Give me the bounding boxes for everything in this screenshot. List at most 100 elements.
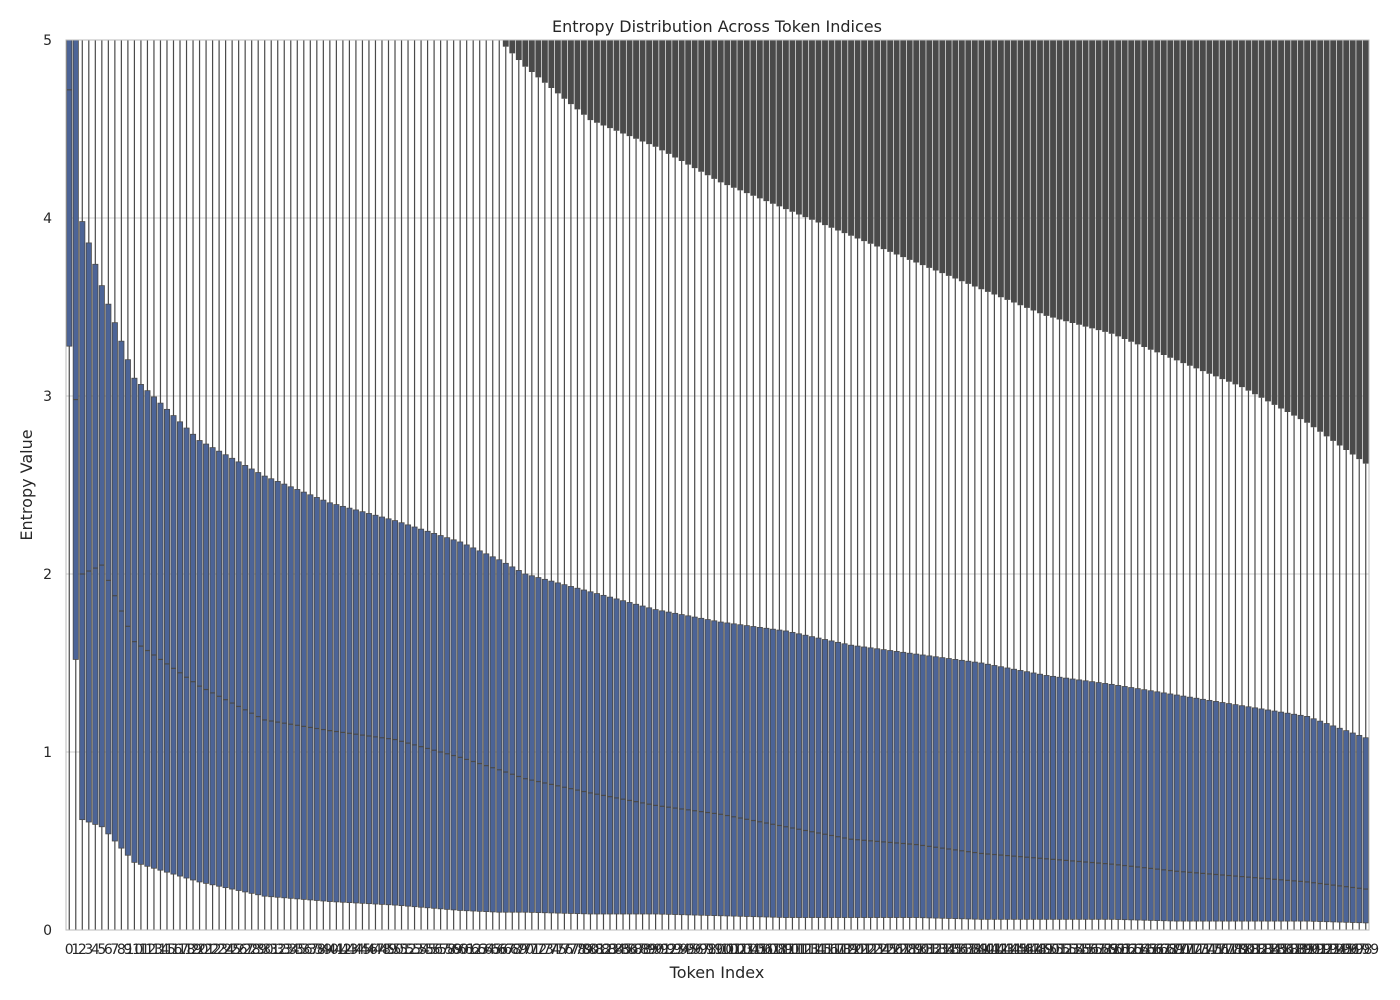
x-tick-label: 78 bbox=[569, 942, 587, 958]
box-121 bbox=[854, 645, 861, 918]
x-tick-label: 33 bbox=[275, 942, 293, 958]
x-tick-label: 198 bbox=[1346, 942, 1373, 958]
x-tick-label: 29 bbox=[249, 942, 267, 958]
box-28 bbox=[248, 468, 255, 894]
box-69 bbox=[515, 570, 522, 913]
box-125 bbox=[880, 649, 887, 918]
x-tick-label: 184 bbox=[1255, 942, 1282, 958]
box-66 bbox=[496, 559, 503, 913]
box-186 bbox=[1278, 711, 1285, 922]
x-tick-label: 196 bbox=[1333, 942, 1360, 958]
box-72 bbox=[535, 577, 542, 913]
x-tick-label: 187 bbox=[1274, 942, 1301, 958]
box-22 bbox=[209, 447, 216, 886]
x-tick-label: 121 bbox=[844, 942, 871, 958]
box-157 bbox=[1089, 681, 1096, 920]
box-1 bbox=[72, 39, 79, 660]
x-tick-label: 15 bbox=[158, 942, 176, 958]
x-tick-label: 53 bbox=[406, 942, 424, 958]
box-32 bbox=[274, 481, 281, 898]
box-152 bbox=[1056, 676, 1063, 920]
box-88 bbox=[639, 605, 646, 915]
x-tick-label: 5 bbox=[97, 942, 106, 958]
box-76 bbox=[561, 584, 568, 914]
y-tick-label: 5 bbox=[43, 33, 52, 49]
box-33 bbox=[281, 483, 288, 899]
x-tick-label: 123 bbox=[857, 942, 884, 958]
x-tick-label: 143 bbox=[988, 942, 1015, 958]
box-92 bbox=[665, 611, 672, 915]
x-tick-label: 188 bbox=[1281, 942, 1308, 958]
x-tick-label: 174 bbox=[1190, 942, 1217, 958]
x-tick-label: 58 bbox=[438, 942, 456, 958]
box-145 bbox=[1010, 668, 1017, 920]
x-tick-label: 25 bbox=[223, 942, 241, 958]
box-4 bbox=[92, 263, 99, 825]
box-68 bbox=[509, 566, 516, 913]
box-193 bbox=[1323, 723, 1330, 923]
box-7 bbox=[111, 322, 118, 842]
x-tick-label: 199 bbox=[1352, 942, 1379, 958]
x-tick-label: 192 bbox=[1307, 942, 1334, 958]
x-tick-label: 89 bbox=[640, 942, 658, 958]
box-94 bbox=[678, 614, 685, 916]
box-73 bbox=[541, 578, 548, 914]
x-tick-label: 44 bbox=[347, 942, 365, 958]
box-191 bbox=[1310, 718, 1317, 922]
x-tick-label: 55 bbox=[419, 942, 437, 958]
box-65 bbox=[489, 556, 496, 913]
box-86 bbox=[626, 602, 633, 915]
x-tick-label: 82 bbox=[595, 942, 613, 958]
box-180 bbox=[1238, 705, 1245, 922]
box-113 bbox=[802, 634, 809, 918]
box-5 bbox=[98, 285, 105, 828]
box-56 bbox=[431, 533, 438, 909]
x-tick-label: 48 bbox=[373, 942, 391, 958]
box-71 bbox=[528, 575, 535, 913]
x-tick-label: 2 bbox=[78, 942, 87, 958]
x-tick-label: 75 bbox=[549, 942, 567, 958]
x-tick-label: 125 bbox=[870, 942, 897, 958]
box-195 bbox=[1336, 727, 1343, 923]
x-tick-label: 74 bbox=[542, 942, 560, 958]
box-0 bbox=[66, 39, 73, 347]
x-tick-label: 85 bbox=[614, 942, 632, 958]
x-tick-label: 83 bbox=[601, 942, 619, 958]
x-tick-label: 180 bbox=[1229, 942, 1256, 958]
x-tick-label: 171 bbox=[1170, 942, 1197, 958]
box-44 bbox=[352, 509, 359, 904]
box-47 bbox=[372, 514, 379, 905]
box-101 bbox=[724, 622, 731, 917]
x-tick-label: 102 bbox=[720, 942, 747, 958]
x-tick-label: 144 bbox=[994, 942, 1021, 958]
box-45 bbox=[359, 511, 366, 904]
x-tick-label: 79 bbox=[575, 942, 593, 958]
box-144 bbox=[1004, 667, 1011, 920]
x-tick-label: 128 bbox=[890, 942, 917, 958]
box-143 bbox=[997, 666, 1004, 920]
box-161 bbox=[1115, 685, 1122, 920]
box-14 bbox=[157, 402, 164, 871]
x-tick-label: 12 bbox=[139, 942, 157, 958]
x-tick-label: 173 bbox=[1183, 942, 1210, 958]
x-tick-label: 159 bbox=[1092, 942, 1119, 958]
x-tick-label: 103 bbox=[727, 942, 754, 958]
box-108 bbox=[769, 628, 776, 918]
x-tick-label: 137 bbox=[948, 942, 975, 958]
x-tick-label: 39 bbox=[314, 942, 332, 958]
box-63 bbox=[476, 550, 483, 912]
x-tick-label: 92 bbox=[660, 942, 678, 958]
box-96 bbox=[691, 616, 698, 916]
box-83 bbox=[606, 596, 614, 915]
box-49 bbox=[385, 518, 392, 906]
box-54 bbox=[418, 528, 425, 908]
x-tick-label: 36 bbox=[295, 942, 313, 958]
x-tick-label: 22 bbox=[204, 942, 222, 958]
x-tick-label: 86 bbox=[621, 942, 639, 958]
x-tick-label: 167 bbox=[1144, 942, 1171, 958]
x-tick-label: 30 bbox=[256, 942, 274, 958]
x-tick-label: 4 bbox=[91, 942, 100, 958]
x-tick-label: 168 bbox=[1150, 942, 1177, 958]
x-tick-label: 67 bbox=[497, 942, 515, 958]
box-52 bbox=[405, 524, 412, 907]
